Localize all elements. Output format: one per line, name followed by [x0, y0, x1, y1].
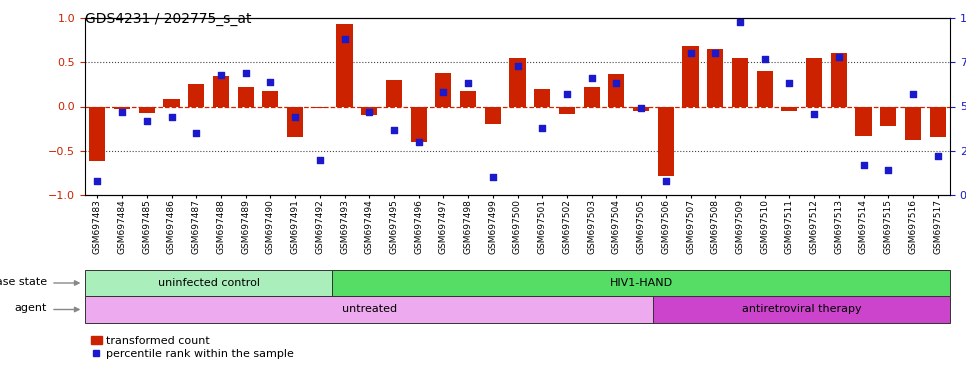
Bar [213, 76, 229, 106]
Point [683, 50, 698, 56]
Bar [856, 106, 871, 136]
Bar [312, 106, 327, 108]
Text: untreated: untreated [342, 305, 397, 314]
Point [188, 130, 204, 136]
Point [658, 178, 673, 184]
Point [534, 125, 550, 131]
Bar [756, 71, 773, 106]
Bar [880, 106, 896, 126]
Bar [85, 270, 332, 296]
Bar [682, 46, 698, 106]
Bar [781, 106, 797, 111]
Point [930, 153, 946, 159]
Text: GDS4231 / 202775_s_at: GDS4231 / 202775_s_at [85, 12, 251, 26]
Bar [436, 73, 451, 106]
Point [164, 114, 180, 120]
Bar [139, 106, 155, 113]
Point [781, 80, 797, 86]
Bar [332, 270, 950, 296]
Point [361, 109, 377, 115]
Bar [583, 87, 600, 106]
Point [485, 174, 500, 180]
Legend: transformed count, percentile rank within the sample: transformed count, percentile rank withi… [91, 336, 294, 359]
Bar [89, 106, 105, 161]
Point [559, 91, 575, 97]
Bar [707, 49, 724, 106]
Bar [831, 53, 847, 106]
Point [312, 157, 327, 163]
Point [510, 63, 526, 69]
Point [732, 18, 748, 25]
Bar [361, 106, 378, 115]
Bar [238, 87, 254, 106]
Point [337, 36, 353, 42]
Point [634, 105, 649, 111]
Bar [929, 106, 946, 137]
Bar [287, 106, 303, 137]
Point [757, 56, 773, 62]
Point [90, 178, 105, 184]
Point [461, 80, 476, 86]
Bar [609, 74, 624, 106]
Bar [336, 24, 353, 106]
Point [213, 71, 229, 78]
Bar [114, 106, 130, 109]
Bar [460, 91, 476, 106]
Point [139, 118, 155, 124]
Point [263, 79, 278, 85]
Bar [385, 80, 402, 106]
Bar [163, 99, 180, 106]
Point [905, 91, 921, 97]
Bar [559, 106, 575, 114]
Bar [85, 296, 653, 323]
Bar [658, 106, 674, 175]
Point [609, 80, 624, 86]
Bar [653, 296, 950, 323]
Bar [732, 58, 748, 106]
Point [880, 167, 895, 173]
Text: antiretroviral therapy: antiretroviral therapy [742, 305, 862, 314]
Bar [263, 91, 278, 106]
Bar [509, 58, 526, 106]
Point [411, 139, 426, 145]
Point [436, 89, 451, 95]
Point [856, 162, 871, 168]
Point [583, 75, 599, 81]
Point [114, 109, 129, 115]
Bar [188, 84, 204, 106]
Point [386, 126, 402, 132]
Point [238, 70, 253, 76]
Point [831, 54, 846, 60]
Point [287, 114, 302, 120]
Point [707, 50, 723, 56]
Text: HIV1-HAND: HIV1-HAND [610, 278, 672, 288]
Point [807, 111, 822, 117]
Bar [806, 58, 822, 106]
Bar [534, 89, 551, 106]
Bar [411, 106, 427, 142]
Bar [485, 106, 500, 124]
Bar [905, 106, 921, 140]
Text: disease state: disease state [0, 277, 46, 287]
Text: agent: agent [14, 303, 46, 313]
Text: uninfected control: uninfected control [157, 278, 260, 288]
Bar [633, 106, 649, 111]
